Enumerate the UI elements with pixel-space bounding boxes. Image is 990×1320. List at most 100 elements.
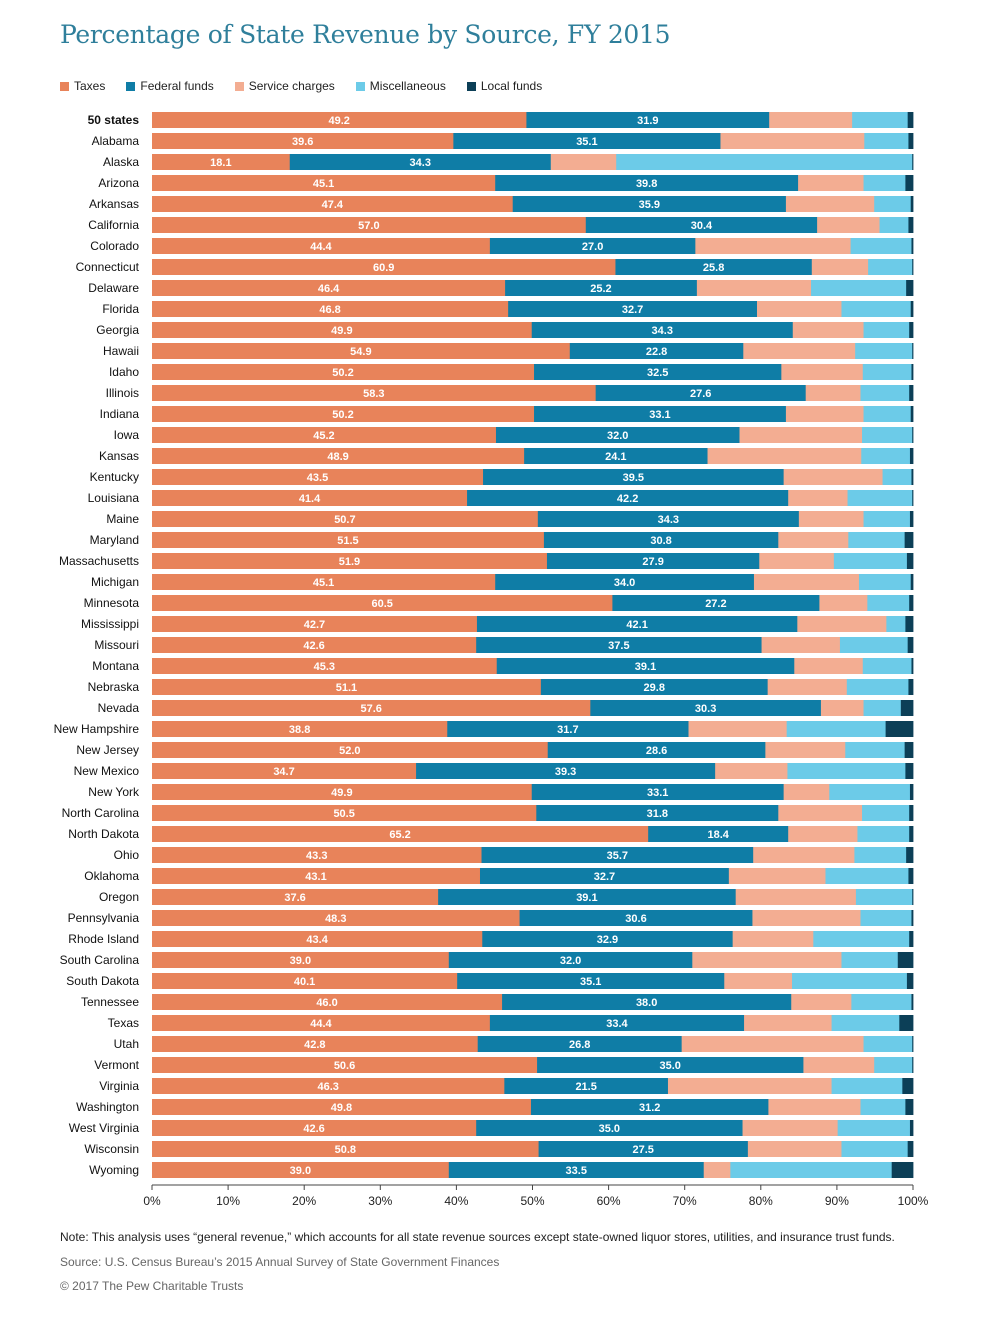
bar-louisiana-local-funds	[912, 490, 914, 506]
data-label-50-states-federal-funds: 31.9	[637, 115, 658, 127]
bar-wyoming-miscellaneous	[730, 1162, 893, 1178]
bar-iowa-taxes	[152, 427, 497, 443]
bar-rhode-island-taxes	[152, 931, 483, 947]
bar-wyoming-taxes	[152, 1162, 450, 1178]
bar-tennessee-federal-funds	[502, 994, 792, 1010]
bar-nebraska-federal-funds	[540, 679, 769, 695]
bar-wyoming-local-funds	[891, 1162, 914, 1178]
bar-florida-service-charges	[756, 301, 842, 317]
bar-washington-service-charges	[768, 1099, 861, 1115]
bar-vermont-local-funds	[912, 1057, 914, 1073]
bar-row-mississippi: Mississippi 42.7 42.1	[81, 616, 914, 632]
bar-connecticut-federal-funds	[615, 259, 813, 275]
category-label-massachusetts: Massachusetts	[59, 554, 139, 568]
category-label-washington: Washington	[76, 1100, 139, 1114]
bar-row-alaska: Alaska 18.1 34.3	[103, 154, 914, 170]
bar-oregon-federal-funds	[438, 889, 737, 905]
bar-wisconsin-service-charges	[747, 1141, 842, 1157]
bar-new-jersey-taxes	[152, 742, 549, 758]
data-label-utah-taxes: 42.8	[304, 1039, 325, 1051]
bar-new-york-miscellaneous	[829, 784, 911, 800]
bar-north-dakota-service-charges	[788, 826, 858, 842]
bar-idaho-miscellaneous	[862, 364, 912, 380]
category-label-new-jersey: New Jersey	[76, 743, 139, 757]
bar-michigan-miscellaneous	[858, 574, 912, 590]
bar-alaska-service-charges	[550, 154, 617, 170]
bar-montana-local-funds	[911, 658, 914, 674]
category-label-colorado: Colorado	[90, 239, 139, 253]
bar-maryland-federal-funds	[543, 532, 779, 548]
bar-texas-miscellaneous	[831, 1015, 900, 1031]
data-label-illinois-taxes: 58.3	[363, 388, 384, 400]
bar-maine-miscellaneous	[863, 511, 911, 527]
bar-minnesota-federal-funds	[612, 595, 820, 611]
category-label-south-dakota: South Dakota	[66, 974, 139, 988]
bar-virginia-miscellaneous	[831, 1078, 903, 1094]
bar-idaho-federal-funds	[534, 364, 782, 380]
bar-connecticut-miscellaneous	[868, 259, 913, 275]
data-label-new-jersey-taxes: 52.0	[339, 745, 360, 757]
bar-alaska-miscellaneous	[616, 154, 913, 170]
bar-montana-miscellaneous	[862, 658, 912, 674]
data-label-west-virginia-taxes: 42.6	[303, 1123, 324, 1135]
category-label-minnesota: Minnesota	[84, 596, 140, 610]
bar-new-jersey-service-charges	[765, 742, 846, 758]
data-label-minnesota-federal-funds: 27.2	[705, 598, 726, 610]
bar-nevada-taxes	[152, 700, 591, 716]
bar-washington-miscellaneous	[860, 1099, 906, 1115]
bar-connecticut-local-funds	[912, 259, 914, 275]
bar-south-carolina-miscellaneous	[841, 952, 899, 968]
bar-georgia-miscellaneous	[863, 322, 910, 338]
category-label-kentucky: Kentucky	[90, 470, 139, 484]
bar-row-north-dakota: North Dakota 65.2 18.4	[68, 826, 914, 842]
bar-kansas-taxes	[152, 448, 525, 464]
bar-minnesota-miscellaneous	[867, 595, 910, 611]
category-label-idaho: Idaho	[109, 365, 139, 379]
bar-new-york-federal-funds	[531, 784, 785, 800]
category-label-oklahoma: Oklahoma	[84, 869, 139, 883]
bar-georgia-service-charges	[792, 322, 864, 338]
bar-oregon-miscellaneous	[855, 889, 913, 905]
data-label-south-dakota-federal-funds: 35.1	[580, 976, 601, 988]
bar-tennessee-service-charges	[791, 994, 852, 1010]
bar-new-hampshire-federal-funds	[447, 721, 689, 737]
bar-rhode-island-local-funds	[909, 931, 914, 947]
bar-florida-federal-funds	[508, 301, 758, 317]
legend-label-federal-funds: Federal funds	[140, 79, 214, 93]
bar-ohio-taxes	[152, 847, 482, 863]
data-label-arizona-taxes: 45.1	[313, 178, 334, 190]
bar-new-york-service-charges	[783, 784, 830, 800]
bar-hawaii-miscellaneous	[855, 343, 913, 359]
data-label-california-federal-funds: 30.4	[691, 220, 713, 232]
bar-row-new-mexico: New Mexico 34.7 39.3	[74, 763, 914, 779]
data-label-maryland-federal-funds: 30.8	[650, 535, 671, 547]
bar-alabama-local-funds	[908, 133, 914, 149]
bar-delaware-service-charges	[696, 280, 812, 296]
bar-north-carolina-federal-funds	[536, 805, 779, 821]
bar-south-carolina-service-charges	[692, 952, 842, 968]
data-label-north-dakota-taxes: 65.2	[389, 829, 410, 841]
bar-row-ohio: Ohio 43.3 35.7	[114, 847, 914, 863]
bar-alabama-federal-funds	[453, 133, 721, 149]
category-label-mississippi: Mississippi	[81, 617, 139, 631]
category-label-wyoming: Wyoming	[89, 1163, 139, 1177]
bar-west-virginia-taxes	[152, 1120, 477, 1136]
bar-north-carolina-taxes	[152, 805, 537, 821]
bar-vermont-federal-funds	[537, 1057, 804, 1073]
bar-iowa-miscellaneous	[862, 427, 913, 443]
data-label-massachusetts-taxes: 51.9	[339, 556, 360, 568]
data-label-indiana-taxes: 50.2	[332, 409, 353, 421]
bar-row-delaware: Delaware 46.4 25.2	[88, 280, 914, 296]
bar-iowa-service-charges	[739, 427, 863, 443]
bar-west-virginia-federal-funds	[476, 1120, 743, 1136]
x-tick-label-10: 10%	[216, 1194, 240, 1208]
bar-delaware-taxes	[152, 280, 506, 296]
bar-virginia-federal-funds	[504, 1078, 669, 1094]
bar-mississippi-taxes	[152, 616, 478, 632]
bar-oregon-local-funds	[912, 889, 914, 905]
bar-row-arkansas: Arkansas 47.4 35.9	[89, 196, 914, 212]
bar-louisiana-taxes	[152, 490, 468, 506]
data-label-north-carolina-taxes: 50.5	[333, 808, 354, 820]
bar-north-carolina-service-charges	[778, 805, 863, 821]
bar-tennessee-local-funds	[911, 994, 914, 1010]
